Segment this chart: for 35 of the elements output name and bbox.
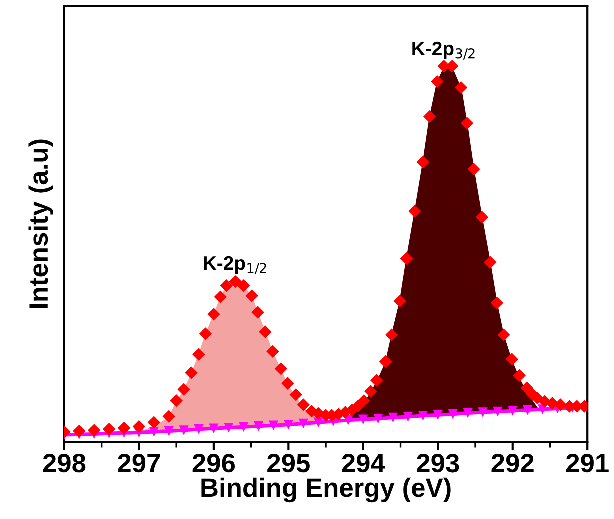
- x-tick-label: 297: [118, 454, 160, 473]
- point: [388, 412, 398, 423]
- point: [448, 410, 458, 420]
- point: [493, 406, 503, 417]
- point: [478, 408, 488, 418]
- point: [254, 422, 264, 432]
- point: [149, 427, 160, 437]
- point: [238, 422, 249, 432]
- point: [164, 426, 174, 436]
- x-tick-label: 298: [43, 454, 86, 473]
- x-tick-label: 291: [566, 454, 609, 473]
- point: [433, 410, 443, 420]
- point: [403, 412, 414, 422]
- y-axis-title: Intensity (a.u): [28, 140, 54, 308]
- x-tick-label: 295: [268, 454, 310, 473]
- point: [508, 406, 518, 416]
- point: [298, 418, 308, 429]
- point: [194, 424, 204, 434]
- x-tick-label: 296: [192, 454, 235, 473]
- annotation: K-2p$_{1/2}$: [204, 256, 266, 274]
- point: [522, 405, 533, 416]
- point: [463, 408, 473, 418]
- x-axis-title: Binding Energy (eV): [202, 478, 451, 503]
- point: [373, 414, 384, 424]
- point: [268, 420, 279, 431]
- x-tick-label: 292: [492, 454, 534, 473]
- point: [224, 423, 234, 433]
- point: [179, 426, 189, 436]
- point: [418, 411, 428, 421]
- text: K-2p$_{3/2}$: [412, 42, 475, 60]
- x-tick-label: 293: [417, 454, 460, 473]
- point: [284, 420, 294, 430]
- point: [209, 424, 219, 434]
- x-tick-label: 294: [342, 454, 386, 473]
- point: [358, 414, 368, 424]
